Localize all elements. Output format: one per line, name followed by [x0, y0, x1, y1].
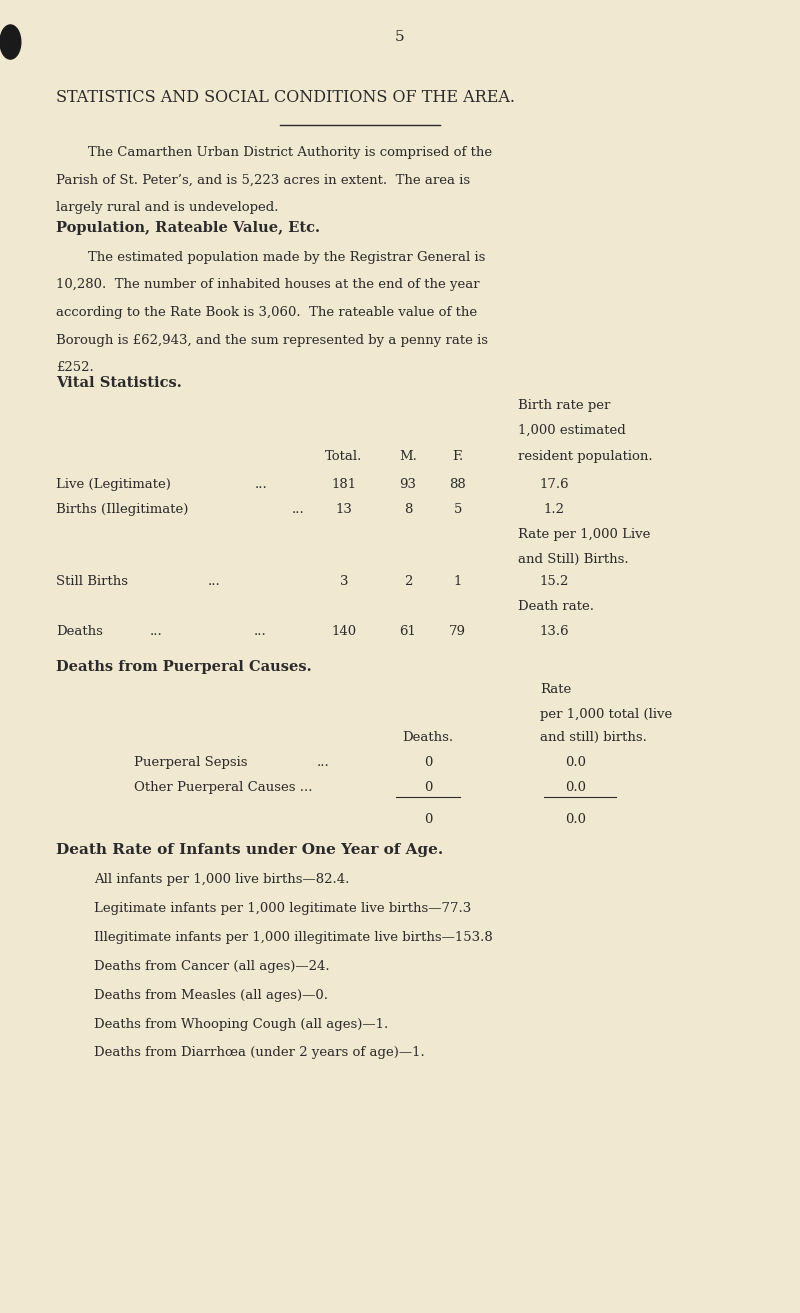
Text: 140: 140 [331, 625, 357, 638]
Text: ...: ... [292, 503, 305, 516]
Text: ...: ... [150, 625, 162, 638]
Text: according to the Rate Book is 3,060.  The rateable value of the: according to the Rate Book is 3,060. The… [56, 306, 477, 319]
Text: Deaths from Puerperal Causes.: Deaths from Puerperal Causes. [56, 660, 312, 675]
Text: resident population.: resident population. [518, 450, 653, 463]
Text: 15.2: 15.2 [540, 575, 569, 588]
Text: ...: ... [254, 478, 267, 491]
Text: Deaths: Deaths [56, 625, 103, 638]
Text: 0: 0 [424, 781, 432, 794]
Text: and Still) Births.: and Still) Births. [518, 553, 629, 566]
Text: 0.0: 0.0 [566, 756, 586, 769]
Text: Death Rate of Infants under One Year of Age.: Death Rate of Infants under One Year of … [56, 843, 443, 857]
Text: The estimated population made by the Registrar General is: The estimated population made by the Reg… [88, 251, 486, 264]
Text: Deaths.: Deaths. [402, 731, 454, 744]
Text: 5: 5 [395, 30, 405, 45]
Text: ...: ... [254, 625, 266, 638]
Text: Deaths from Whooping Cough (all ages)—1.: Deaths from Whooping Cough (all ages)—1. [94, 1018, 389, 1031]
Text: 61: 61 [399, 625, 417, 638]
Text: 0.0: 0.0 [566, 781, 586, 794]
Text: 8: 8 [404, 503, 412, 516]
Text: 0: 0 [424, 756, 432, 769]
Text: Deaths from Measles (all ages)—0.: Deaths from Measles (all ages)—0. [94, 989, 328, 1002]
Text: 1.2: 1.2 [544, 503, 565, 516]
Text: 3: 3 [340, 575, 348, 588]
Text: 79: 79 [449, 625, 466, 638]
Text: Population, Rateable Value, Etc.: Population, Rateable Value, Etc. [56, 221, 320, 235]
Text: largely rural and is undeveloped.: largely rural and is undeveloped. [56, 201, 278, 214]
Text: 181: 181 [331, 478, 357, 491]
Text: F.: F. [452, 450, 463, 463]
Text: 0.0: 0.0 [566, 813, 586, 826]
Text: Illegitimate infants per 1,000 illegitimate live births—153.8: Illegitimate infants per 1,000 illegitim… [94, 931, 493, 944]
Text: Death rate.: Death rate. [518, 600, 594, 613]
Text: £252.: £252. [56, 361, 94, 374]
Text: Rate per 1,000 Live: Rate per 1,000 Live [518, 528, 650, 541]
Text: 1,000 estimated: 1,000 estimated [518, 424, 626, 437]
Text: Total.: Total. [326, 450, 362, 463]
Text: All infants per 1,000 live births—82.4.: All infants per 1,000 live births—82.4. [94, 873, 350, 886]
Text: 88: 88 [450, 478, 466, 491]
Text: M.: M. [399, 450, 417, 463]
Text: 1: 1 [454, 575, 462, 588]
Text: Borough is £62,943, and the sum represented by a penny rate is: Borough is £62,943, and the sum represen… [56, 334, 488, 347]
Text: Legitimate infants per 1,000 legitimate live births—77.3: Legitimate infants per 1,000 legitimate … [94, 902, 472, 915]
Text: Puerperal Sepsis: Puerperal Sepsis [134, 756, 248, 769]
Text: 13: 13 [335, 503, 353, 516]
Text: 10,280.  The number of inhabited houses at the end of the year: 10,280. The number of inhabited houses a… [56, 278, 480, 291]
Text: and still) births.: and still) births. [540, 731, 647, 744]
Text: Still Births: Still Births [56, 575, 128, 588]
Text: Births (Illegitimate): Births (Illegitimate) [56, 503, 188, 516]
Text: 17.6: 17.6 [539, 478, 570, 491]
Text: 13.6: 13.6 [539, 625, 570, 638]
Text: Parish of St. Peter’s, and is 5,223 acres in extent.  The area is: Parish of St. Peter’s, and is 5,223 acre… [56, 173, 470, 186]
Text: 0: 0 [424, 813, 432, 826]
Text: Vital Statistics.: Vital Statistics. [56, 376, 182, 390]
Text: per 1,000 total (live: per 1,000 total (live [540, 708, 672, 721]
Text: ...: ... [208, 575, 221, 588]
Text: STATISTICS AND SOCIAL CONDITIONS OF THE AREA.: STATISTICS AND SOCIAL CONDITIONS OF THE … [56, 89, 515, 106]
Text: Deaths from Diarrhœa (under 2 years of age)—1.: Deaths from Diarrhœa (under 2 years of a… [94, 1046, 425, 1060]
Text: ...: ... [317, 756, 330, 769]
Text: Other Puerperal Causes ...: Other Puerperal Causes ... [134, 781, 313, 794]
Text: Deaths from Cancer (all ages)—24.: Deaths from Cancer (all ages)—24. [94, 960, 330, 973]
Text: Rate: Rate [540, 683, 571, 696]
Text: 2: 2 [404, 575, 412, 588]
Text: 5: 5 [454, 503, 462, 516]
Text: 93: 93 [399, 478, 417, 491]
Text: The Camarthen Urban District Authority is comprised of the: The Camarthen Urban District Authority i… [88, 146, 492, 159]
Text: Birth rate per: Birth rate per [518, 399, 610, 412]
Text: Live (Legitimate): Live (Legitimate) [56, 478, 171, 491]
